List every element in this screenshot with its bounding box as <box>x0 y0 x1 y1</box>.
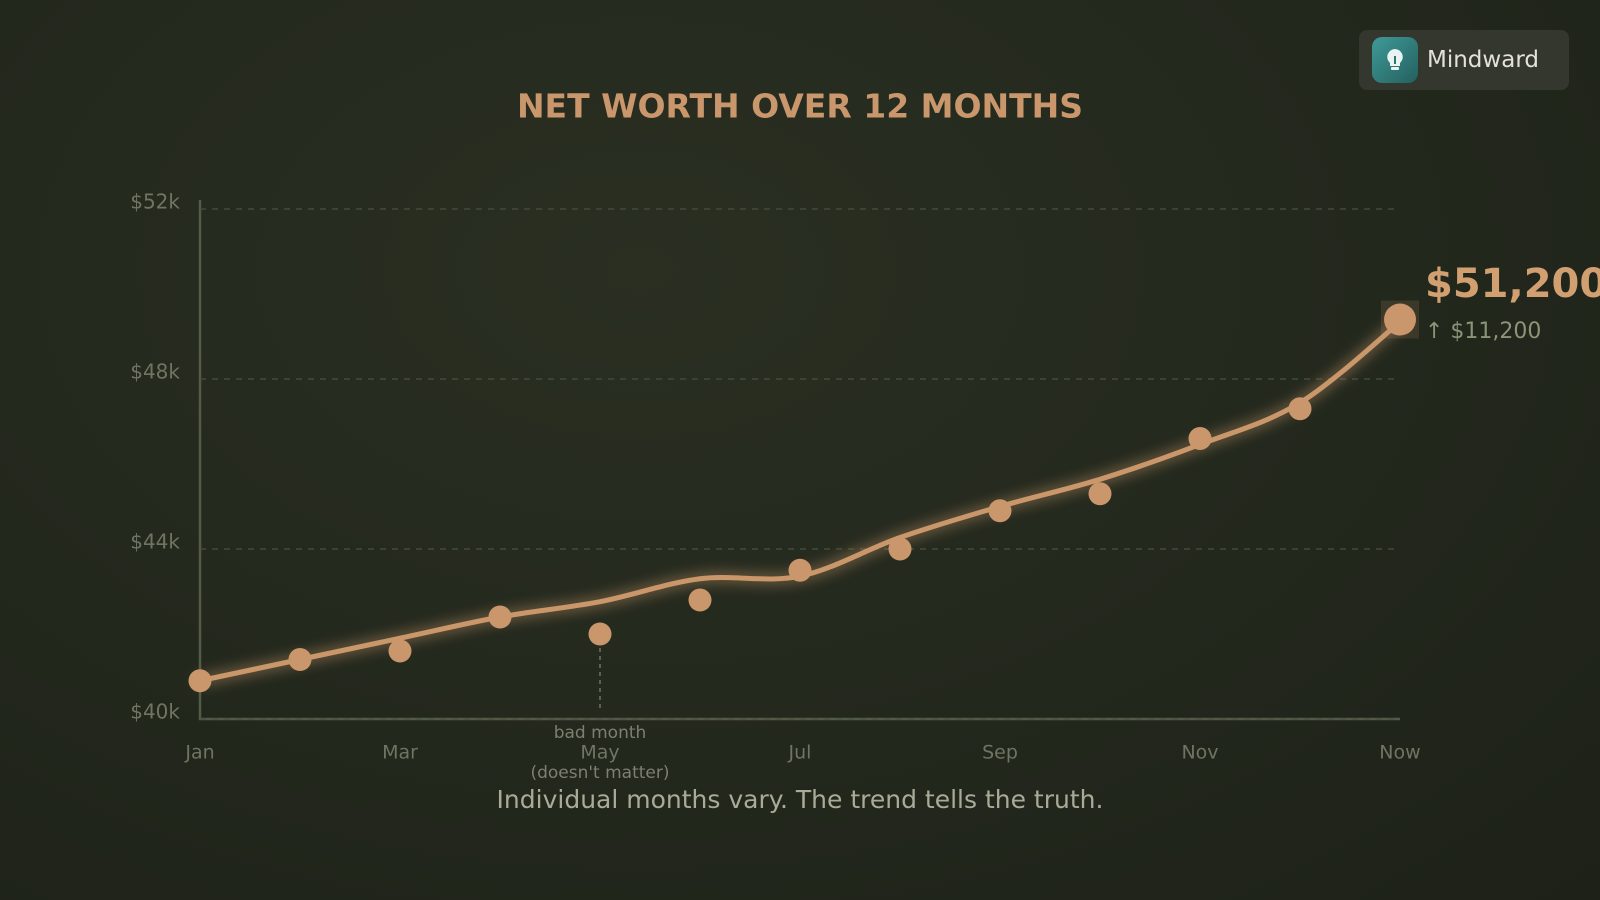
x-tick-label: Now <box>1379 742 1420 764</box>
data-point <box>1188 427 1212 450</box>
x-tick-label: Jan <box>184 742 214 764</box>
data-point <box>888 537 912 561</box>
y-tick-label: $48k <box>130 360 180 384</box>
data-point <box>1288 397 1312 421</box>
data-point <box>688 588 712 612</box>
annotation-text: bad month <box>554 723 647 743</box>
trend-line <box>197 319 1403 684</box>
y-tick-label: $52k <box>130 190 180 214</box>
x-tick-label: Mar <box>382 742 418 764</box>
data-point <box>188 669 212 693</box>
data-point <box>588 622 612 646</box>
x-tick-label: Nov <box>1181 742 1218 764</box>
brand-icon <box>1372 37 1418 83</box>
x-tick-label: Jul <box>788 742 812 764</box>
annotation-text: (doesn't matter) <box>530 763 669 783</box>
end-change-label: ↑ $11,200 <box>1425 319 1541 344</box>
brand-badge[interactable]: Mindward <box>1359 30 1569 90</box>
data-point <box>1384 303 1416 336</box>
data-point <box>1088 482 1112 506</box>
y-tick-label: $40k <box>130 700 180 724</box>
data-point <box>488 605 512 629</box>
brand-name: Mindward <box>1427 47 1539 73</box>
y-tick-label: $44k <box>130 530 180 554</box>
chart-title: NET WORTH OVER 12 MONTHS <box>517 87 1083 126</box>
x-tick-label: May <box>580 742 619 764</box>
data-point <box>388 639 412 663</box>
data-point <box>288 648 312 671</box>
data-point <box>788 558 812 582</box>
x-tick-label: Sep <box>982 742 1018 764</box>
end-value-label: $51,200 <box>1425 261 1600 307</box>
bulb-icon <box>1387 49 1403 70</box>
data-point <box>988 499 1012 523</box>
chart-subtitle: Individual months vary. The trend tells … <box>497 785 1104 814</box>
